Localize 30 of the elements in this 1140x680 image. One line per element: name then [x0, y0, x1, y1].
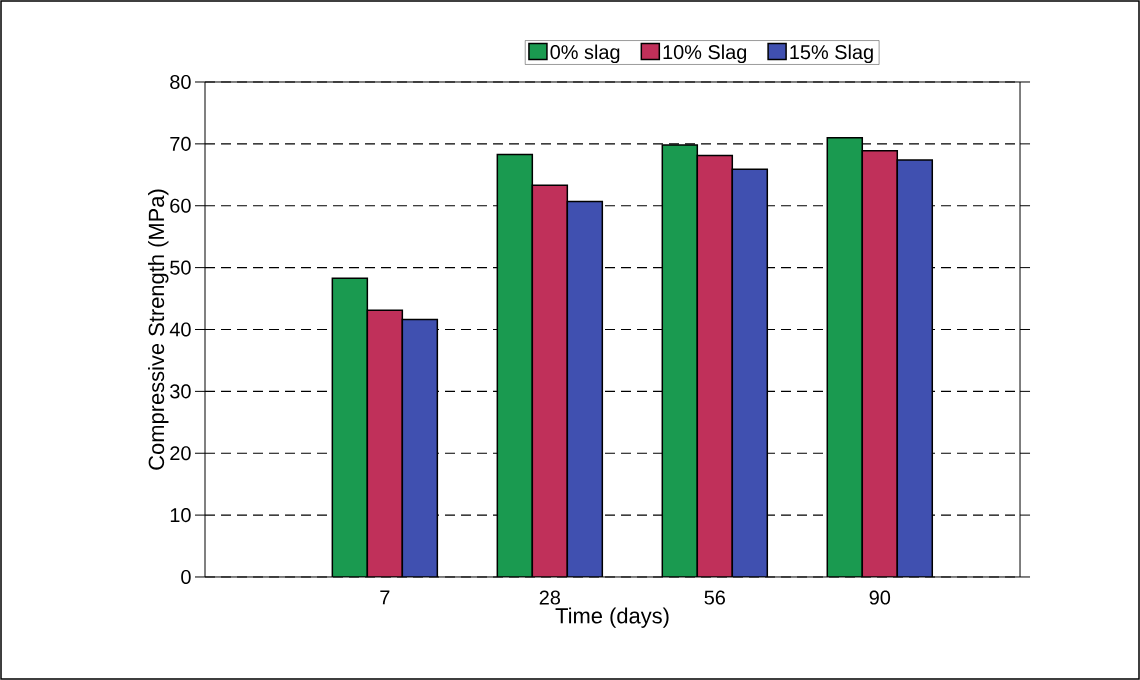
y-tick-label: 70 — [170, 136, 191, 151]
bar — [331, 277, 369, 577]
bar — [401, 318, 439, 577]
legend-label: 15% Slag — [790, 44, 873, 64]
bar — [661, 144, 699, 577]
y-tick-label: 80 — [170, 74, 191, 90]
y-tick-label: 20 — [170, 446, 191, 461]
bar — [731, 168, 769, 577]
bar — [826, 136, 864, 577]
bar — [696, 154, 734, 577]
bar — [861, 149, 899, 577]
legend-label: 10% Slag — [663, 44, 747, 64]
y-tick-label: 50 — [170, 260, 191, 275]
bar — [896, 159, 934, 577]
y-axis-title: Compressive Strength (MPa) — [148, 189, 169, 470]
legend-label: 0% slag — [550, 44, 620, 64]
x-tick-label: 56 — [704, 590, 725, 605]
bar — [496, 153, 534, 577]
x-tick-label: 7 — [380, 590, 390, 605]
bar — [531, 184, 569, 577]
bar — [366, 309, 404, 577]
y-tick-label: 60 — [170, 198, 191, 213]
y-tick-label: 10 — [170, 508, 191, 523]
y-tick-label: 0 — [181, 569, 191, 585]
x-tick-label: 28 — [539, 590, 561, 605]
bar — [566, 200, 604, 577]
x-tick-label: 90 — [869, 590, 891, 605]
y-tick-label: 40 — [169, 322, 191, 337]
y-tick-label: 30 — [170, 384, 191, 399]
x-axis-title: Time (days) — [555, 607, 669, 628]
